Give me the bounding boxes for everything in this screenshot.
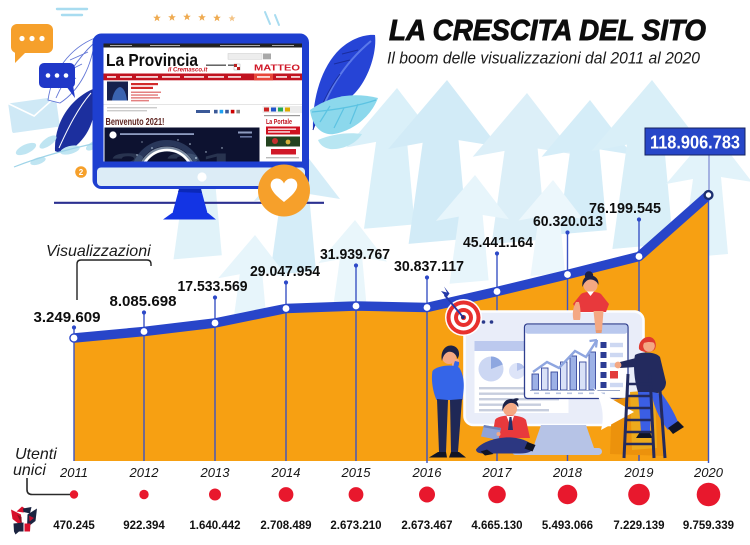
svg-text:unici: unici — [13, 462, 46, 479]
svg-text:2019: 2019 — [624, 465, 654, 480]
svg-text:MATTEO: MATTEO — [254, 63, 300, 73]
svg-text:2017: 2017 — [482, 465, 513, 480]
svg-text:29.047.954: 29.047.954 — [250, 263, 321, 280]
svg-text:470.245: 470.245 — [53, 520, 95, 532]
svg-text:30.837.117: 30.837.117 — [394, 258, 464, 275]
svg-text:60.320.013: 60.320.013 — [533, 213, 603, 230]
svg-text:17.533.569: 17.533.569 — [178, 278, 248, 295]
svg-text:2013: 2013 — [200, 465, 231, 480]
svg-text:45.441.164: 45.441.164 — [463, 234, 534, 251]
svg-text:Benvenuto 2021!: Benvenuto 2021! — [106, 116, 165, 128]
svg-text:1.640.442: 1.640.442 — [189, 520, 240, 532]
svg-text:31.939.767: 31.939.767 — [320, 246, 390, 263]
svg-text:2018: 2018 — [552, 465, 583, 480]
svg-text:4.665.130: 4.665.130 — [471, 520, 522, 532]
svg-text:76.199.545: 76.199.545 — [589, 200, 661, 217]
svg-text:2020: 2020 — [693, 465, 724, 480]
svg-text:2014: 2014 — [271, 465, 301, 480]
svg-text:LA CRESCITA DEL SITO: LA CRESCITA DEL SITO — [389, 15, 706, 47]
svg-text:7.229.139: 7.229.139 — [613, 520, 664, 532]
svg-text:La Provincia: La Provincia — [106, 50, 198, 70]
svg-text:5.493.066: 5.493.066 — [542, 520, 593, 532]
svg-text:2015: 2015 — [341, 465, 372, 480]
svg-text:2016: 2016 — [412, 465, 443, 480]
svg-text:2012: 2012 — [129, 465, 160, 480]
svg-text:il Cremasco.it: il Cremasco.it — [168, 68, 208, 74]
svg-text:Utenti: Utenti — [15, 446, 57, 463]
svg-text:2.708.489: 2.708.489 — [260, 520, 311, 532]
svg-text:Il boom delle visualizzazioni: Il boom delle visualizzazioni dal 2011 a… — [387, 50, 701, 68]
svg-text:3.249.609: 3.249.609 — [34, 309, 101, 326]
svg-text:2.673.210: 2.673.210 — [330, 520, 381, 532]
svg-text:922.394: 922.394 — [123, 520, 165, 532]
svg-text:2011: 2011 — [59, 465, 88, 480]
svg-text:La Portale: La Portale — [266, 117, 292, 126]
svg-text:2: 2 — [79, 168, 84, 177]
svg-text:2.673.467: 2.673.467 — [401, 520, 452, 532]
svg-text:9.759.339: 9.759.339 — [683, 520, 734, 532]
svg-text:118.906.783: 118.906.783 — [650, 133, 740, 153]
svg-text:Visualizzazioni: Visualizzazioni — [46, 243, 151, 260]
svg-text:8.085.698: 8.085.698 — [110, 293, 177, 310]
